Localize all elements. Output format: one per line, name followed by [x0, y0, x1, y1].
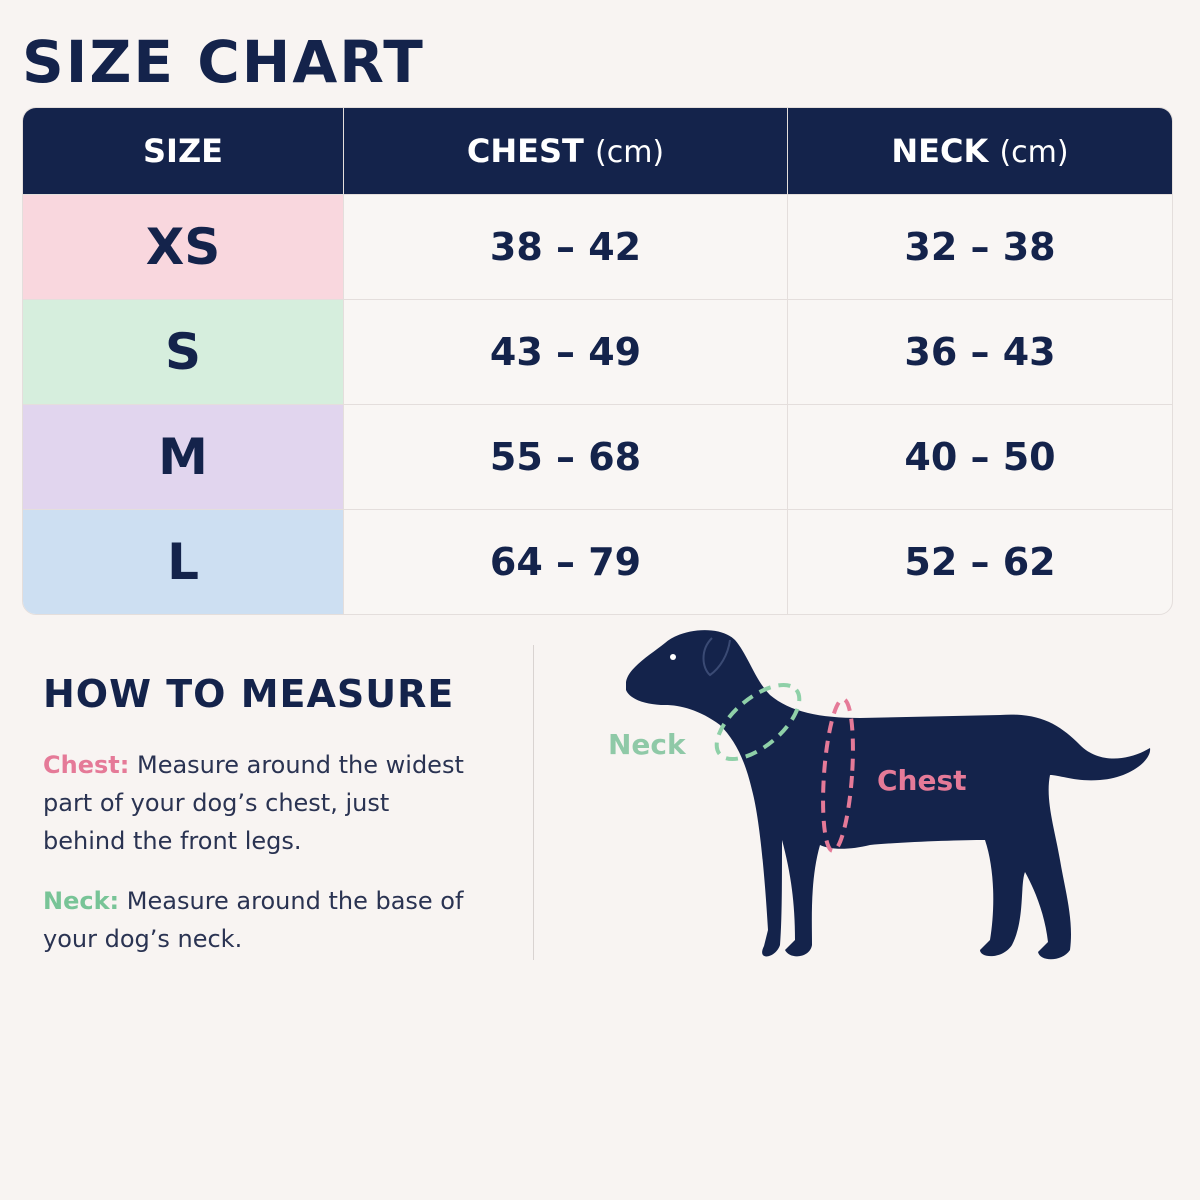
divider — [533, 645, 534, 960]
column-label: SIZE — [142, 132, 223, 170]
range-cell: 40 – 50 — [788, 404, 1172, 509]
table-row: XS 38 – 42 32 – 38 — [23, 194, 1172, 299]
neck-loop — [714, 682, 802, 762]
size-cell: M — [23, 404, 344, 509]
table-row: M 55 – 68 40 – 50 — [23, 404, 1172, 509]
dog-ear — [702, 637, 731, 677]
column-label: CHEST — [466, 132, 584, 170]
column-unit: (cm) — [999, 135, 1069, 170]
measure-term: Chest: — [43, 751, 130, 779]
measure-item: Neck: Measure around the base of your do… — [43, 882, 473, 958]
range-cell: 36 – 43 — [788, 299, 1172, 404]
range-cell: 64 – 79 — [344, 509, 788, 614]
column-header: NECK (cm) — [788, 108, 1172, 194]
dog-eye — [670, 654, 676, 660]
range-cell: 32 – 38 — [788, 194, 1172, 299]
size-cell: XS — [23, 194, 344, 299]
chest-label: Chest — [877, 764, 967, 797]
size-cell: S — [23, 299, 344, 404]
page-title: SIZE CHART — [22, 28, 425, 96]
neck-label: Neck — [608, 728, 687, 761]
measure-term: Neck: — [43, 887, 120, 915]
range-cell: 38 – 42 — [344, 194, 788, 299]
range-cell: 43 – 49 — [344, 299, 788, 404]
dog-silhouette — [626, 630, 1151, 960]
table-row: L 64 – 79 52 – 62 — [23, 509, 1172, 614]
column-label: NECK — [891, 132, 989, 170]
column-unit: (cm) — [595, 135, 665, 170]
section-title: HOW TO MEASURE — [43, 672, 455, 716]
range-cell: 55 – 68 — [344, 404, 788, 509]
table-row: S 43 – 49 36 – 43 — [23, 299, 1172, 404]
column-header: SIZE — [23, 108, 344, 194]
measure-text: Measure around the widest part of your d… — [43, 751, 464, 855]
measure-section: HOW TO MEASURE Chest: Measure around the… — [43, 672, 473, 980]
chest-loop — [821, 697, 855, 853]
table-header: SIZE CHEST (cm) NECK (cm) — [23, 108, 1172, 194]
range-cell: 52 – 62 — [788, 509, 1172, 614]
size-cell: L — [23, 509, 344, 614]
size-table: SIZE CHEST (cm) NECK (cm) XS 38 – 42 32 – 38… — [22, 107, 1173, 615]
measure-item: Chest: Measure around the widest part of… — [43, 746, 473, 860]
column-header: CHEST (cm) — [344, 108, 788, 194]
dog-diagram: Neck Chest — [608, 630, 1151, 960]
measure-text: Measure around the base of your dog’s ne… — [43, 887, 464, 953]
